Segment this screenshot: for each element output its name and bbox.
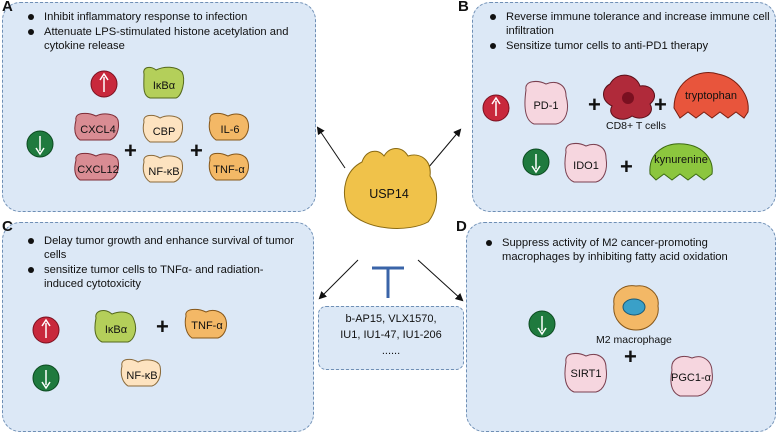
tryptophan-label: tryptophan [685, 90, 737, 102]
bullet: sensitize tumor cells to TNFα- and radia… [24, 263, 294, 291]
panel-d-bullets: Suppress activity of M2 cancer-promoting… [482, 236, 752, 265]
plus-sign: + [624, 344, 637, 369]
panel-a-label: A [2, 0, 13, 15]
cxcl12-label: CXCL12 [77, 164, 119, 176]
nfkb-label-c: NF-κB [126, 370, 158, 382]
panel-c-label: C [2, 218, 13, 235]
bullet: Reverse immune tolerance and increase im… [486, 10, 770, 38]
plus-sign: + [124, 138, 137, 163]
panel-b-bullets: Reverse immune tolerance and increase im… [486, 10, 770, 54]
bullet: Sensitize tumor cells to anti-PD1 therap… [486, 39, 770, 53]
sirt1-label: SIRT1 [570, 368, 602, 380]
bullet: Delay tumor growth and enhance survival … [24, 234, 294, 262]
ikba-label-c: IκBα [104, 324, 128, 336]
il6-label: IL-6 [220, 124, 240, 136]
cbp-label: CBP [152, 126, 176, 138]
inhibitor-line-3: ...... [381, 345, 401, 357]
panel-c-shapes [32, 308, 227, 392]
plus-sign: + [190, 138, 203, 163]
pgc1a-label: PGC1-α [671, 372, 711, 384]
panel-b-shapes [482, 72, 749, 183]
inhibitor-line-1: b-AP15, VLX1570, [345, 313, 437, 325]
nfkb-label-a: NF-κB [148, 166, 180, 178]
m2-macrophage-label: M2 macrophage [596, 334, 672, 346]
bullet: Inhibit inflammatory response to infecti… [24, 10, 304, 24]
tnfa-label-c: TNF-α [191, 320, 223, 332]
usp14-label: USP14 [369, 187, 409, 201]
panel-a-shapes [26, 66, 249, 183]
inhibitor-line-2: IU1, IU1-47, IU1-206 [340, 329, 442, 341]
cxcl4-label: CXCL4 [80, 124, 116, 136]
cd8-t-cells-label: CD8+ T cells [606, 120, 667, 132]
ikba-label-a: IκBα [152, 80, 176, 92]
plus-sign: + [620, 154, 633, 179]
plus-sign: + [156, 314, 169, 339]
panel-a-bullets: Inhibit inflammatory response to infecti… [24, 10, 304, 54]
panel-d [466, 222, 776, 432]
inhibitor-box [318, 306, 464, 370]
plus-sign: + [654, 92, 667, 117]
panel-b-label: B [458, 0, 469, 15]
plus-sign: + [588, 92, 601, 117]
tnfa-label-a: TNF-α [213, 164, 245, 176]
bullet: Attenuate LPS-stimulated histone acetyla… [24, 25, 304, 53]
ido1-label: IDO1 [573, 160, 599, 172]
kynurenine-label: kynurenine [654, 154, 708, 166]
panel-c-bullets: Delay tumor growth and enhance survival … [24, 234, 294, 292]
bullet: Suppress activity of M2 cancer-promoting… [482, 236, 752, 264]
panel-d-shapes [528, 285, 713, 397]
pd1-label: PD-1 [533, 100, 559, 112]
panel-d-label: D [456, 218, 467, 235]
